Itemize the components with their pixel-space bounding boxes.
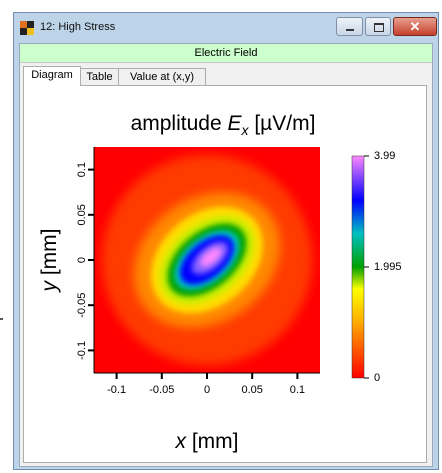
plot-title: amplitude Ex [µV/m] <box>131 112 316 138</box>
maximize-button[interactable] <box>365 17 391 36</box>
x-tick-label: 0.1 <box>290 384 305 396</box>
title-bar[interactable]: 12: High Stress ✕ <box>14 13 438 43</box>
tab-diagram[interactable]: Diagram <box>23 66 81 86</box>
tab-value-at-xy[interactable]: Value at (x,y) <box>118 68 206 85</box>
y-tick-label: -0.05 <box>76 293 88 318</box>
colorbar-tick-label: 1.995 <box>374 261 402 273</box>
close-button[interactable]: ✕ <box>393 17 437 36</box>
client-area: Electric Field Diagram Table Value at (x… <box>19 43 433 467</box>
stray-mark <box>0 318 3 320</box>
quantity-banner: Electric Field <box>20 44 432 63</box>
colorbar-tick-label: 3.99 <box>374 150 395 162</box>
y-axis-label: y [mm] <box>38 229 61 294</box>
tab-table[interactable]: Table <box>80 68 119 85</box>
y-tick-label: 0.05 <box>76 204 88 225</box>
heatmap-field <box>94 147 320 373</box>
x-axis-label: x [mm] <box>175 430 239 453</box>
maximize-icon <box>374 23 384 32</box>
minimize-button[interactable] <box>336 17 363 36</box>
plot-axes: -0.1 -0.05 0 0.05 0.1 0.1 0.05 0 -0.05 -0.1 <box>76 147 320 396</box>
window-title: 12: High Stress <box>40 21 116 33</box>
colorbar-tick-label: 0 <box>374 372 380 384</box>
y-tick-label: -0.1 <box>76 341 88 360</box>
diagram-panel: amplitude Ex [µV/m] -0.1 -0.05 0 0.05 0.1 0.1… <box>23 85 427 463</box>
heatmap-plot: amplitude Ex [µV/m] -0.1 -0.05 0 0.05 0.1 0.1… <box>38 112 402 453</box>
y-tick-label: 0.1 <box>76 162 88 177</box>
colorbar-ticks: 3.99 1.995 0 <box>364 150 402 384</box>
x-tick-label: 0 <box>204 384 210 396</box>
x-tick-label: -0.05 <box>149 384 174 396</box>
x-tick-label: -0.1 <box>107 384 126 396</box>
colorbar <box>351 155 365 379</box>
y-tick-label: 0 <box>76 257 88 263</box>
app-window: 12: High Stress ✕ Electric Field Diagram… <box>13 12 439 470</box>
minimize-icon <box>346 29 354 31</box>
checkerboard-app-icon[interactable] <box>20 21 34 35</box>
x-tick-label: 0.05 <box>241 384 262 396</box>
close-icon: ✕ <box>409 19 421 34</box>
